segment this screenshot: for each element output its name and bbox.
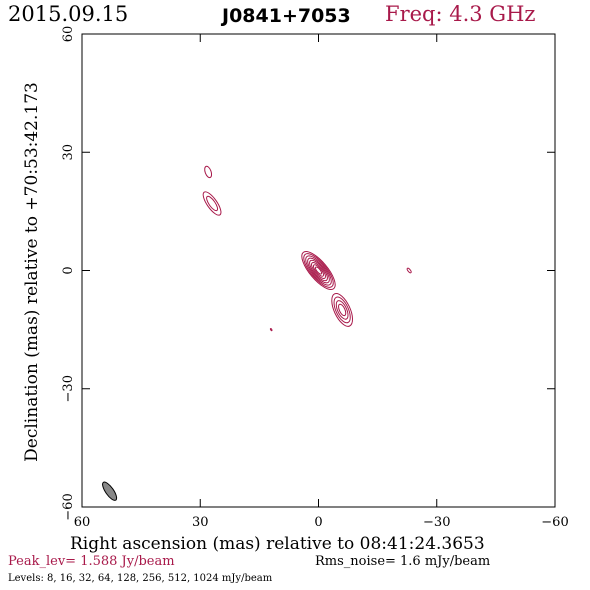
contour-line: [204, 165, 213, 179]
contour-line: [301, 251, 336, 290]
x-axis-label: Right ascension (mas) relative to 08:41:…: [70, 534, 485, 554]
frequency-label: Freq: 4.3 GHz: [385, 2, 536, 26]
contour-line: [309, 259, 328, 282]
plot-frame: [81, 33, 556, 508]
x-tick-label: 30: [192, 515, 209, 530]
x-tick-label: 60: [74, 515, 91, 530]
y-tick-label: 60: [61, 26, 76, 43]
beam-ellipse: [102, 481, 118, 501]
contour-levels: Levels: 8, 16, 32, 64, 128, 256, 512, 10…: [8, 573, 273, 584]
component-spot-e: [406, 267, 412, 274]
contour-line: [311, 262, 326, 279]
x-tick-label: −60: [541, 515, 568, 530]
contour-line: [333, 296, 351, 324]
contour-line: [331, 292, 354, 327]
contour-line: [338, 303, 347, 317]
contour-line: [269, 328, 273, 332]
y-tick-label: −60: [61, 493, 76, 520]
contour-line: [303, 253, 334, 288]
peak-level: Peak_lev= 1.588 Jy/beam: [8, 554, 175, 569]
y-tick-label: −30: [61, 375, 76, 402]
contour-line: [307, 257, 330, 284]
component-core: [301, 251, 336, 290]
y-axis-label: Declination (mas) relative to +70:53:42.…: [22, 82, 42, 462]
y-tick-label: 0: [61, 266, 76, 274]
x-tick-label: −30: [423, 515, 450, 530]
component-knot-nw-2: [204, 165, 213, 179]
beam-layer: [102, 481, 118, 501]
contour-line: [406, 267, 412, 274]
rms-noise: Rms_noise= 1.6 mJy/beam: [315, 554, 491, 569]
contour-line: [335, 300, 349, 320]
contour-line: [206, 195, 219, 212]
contour-line: [314, 266, 323, 275]
contour-layer: [202, 165, 412, 332]
contour-line: [202, 191, 222, 216]
y-tick-label: 30: [61, 144, 76, 161]
observation-date: 2015.09.15: [8, 2, 129, 26]
x-tick-label: 0: [314, 515, 322, 530]
component-spot-s: [269, 328, 273, 332]
contour-line: [312, 264, 325, 277]
component-knot-nw-1: [202, 191, 222, 216]
component-jet-knot-1: [331, 292, 354, 327]
source-name: J0841+7053: [222, 5, 351, 27]
contour-line: [305, 255, 332, 286]
